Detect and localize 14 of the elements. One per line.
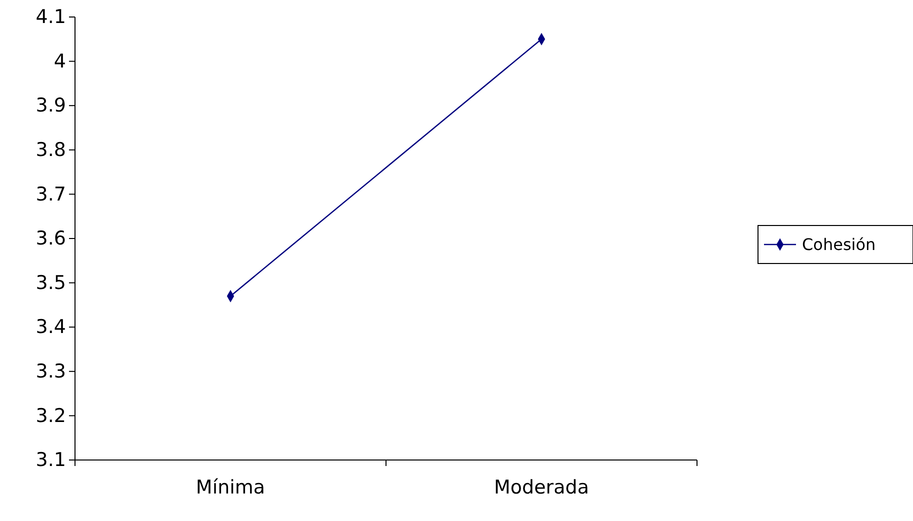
y-tick-label: 3.7 [36,183,66,206]
y-tick-label: 3.6 [36,228,66,250]
x-tick-label: Moderada [494,476,589,498]
y-tick-label: 3.4 [36,316,66,338]
y-tick-label: 4 [54,50,66,72]
x-tick-label: Mínima [196,476,266,498]
y-tick-label: 3.5 [36,272,66,294]
y-tick-label: 4.1 [36,6,66,28]
y-tick-label: 3.3 [36,360,66,382]
y-tick-label: 3.2 [36,404,66,427]
legend-label: Cohesión [802,235,876,254]
y-tick-label: 3.1 [36,449,66,472]
y-tick-label: 3.8 [36,138,66,161]
y-tick-label: 3.9 [36,94,66,117]
